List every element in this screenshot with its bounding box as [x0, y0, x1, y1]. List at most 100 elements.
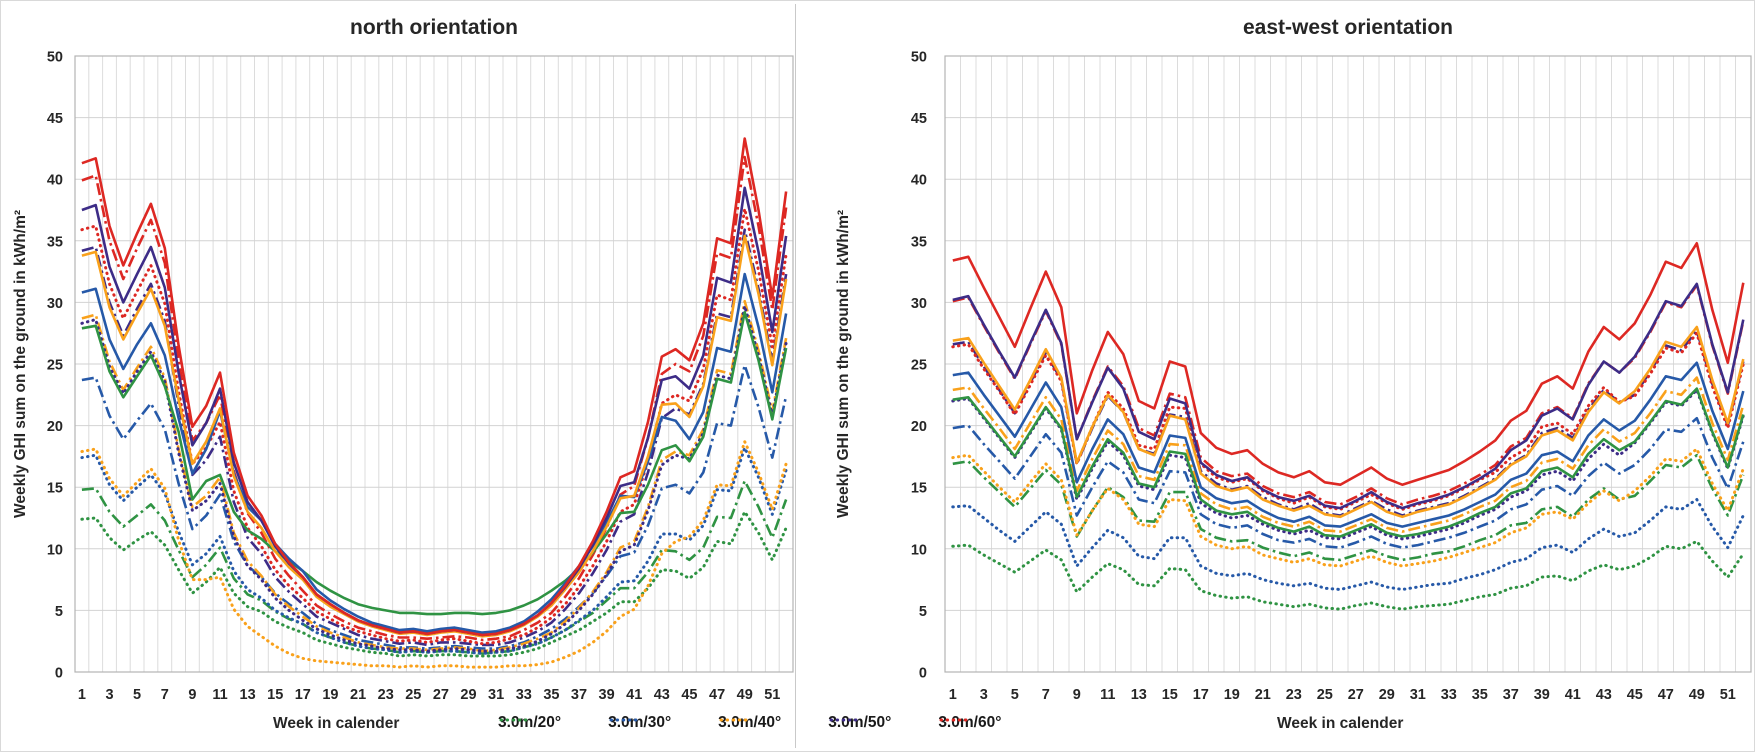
x-tick-label: 5 [133, 687, 141, 703]
y-tick-label: 45 [911, 111, 927, 127]
x-tick-label: 23 [378, 687, 394, 703]
x-tick-label: 9 [188, 687, 196, 703]
chart-title-east-west: east-west orientation [1243, 16, 1453, 39]
x-tick-label: 49 [1689, 687, 1705, 703]
north-orientation-chart: north orientation Weekly GHI sum on the … [12, 16, 794, 703]
x-tick-label: 5 [1011, 687, 1019, 703]
x-axis-title-north: Week in calender [273, 715, 400, 732]
legend-item-3-0m-30-: 3.0m/30° [608, 714, 671, 732]
series-line-solid-30deg [81, 272, 788, 634]
legend-label: 3.0m/60° [938, 714, 1002, 731]
y-tick-label: 15 [911, 481, 927, 497]
x-tick-label: 1 [78, 687, 86, 703]
legend-item-3-0m-20-: 3.0m/20° [498, 714, 561, 732]
series-line-dashdot-30deg [952, 416, 1745, 549]
y-tick-label: 50 [911, 50, 927, 66]
x-tick-label: 47 [1658, 687, 1674, 703]
series-line-dotted-50deg [951, 388, 1745, 541]
y-tick-label: 40 [47, 173, 63, 189]
y-tick-label: 20 [47, 419, 63, 435]
legend-swatch-dotted-line-icon [609, 718, 643, 722]
x-tick-label: 41 [1565, 687, 1581, 703]
x-tick-label: 21 [1255, 687, 1271, 703]
series-line-dashdot-20deg [952, 453, 1745, 562]
x-tick-label: 35 [1472, 687, 1488, 703]
series-line-solid-60deg [81, 137, 788, 637]
x-tick-label: 25 [1317, 687, 1333, 703]
y-tick-label: 5 [55, 604, 63, 620]
x-tick-label: 7 [161, 687, 169, 703]
x-axis-title-east-west: Week in calender [1277, 715, 1404, 732]
x-tick-label: 37 [1503, 687, 1519, 703]
series-line-solid-20deg [952, 387, 1745, 538]
x-tick-label: 13 [1131, 687, 1147, 703]
y-tick-label: 30 [911, 296, 927, 312]
east-west-orientation-chart: east-west orientation Weekly GHI sum on … [835, 16, 1752, 703]
legend-label: 3.0m/30° [608, 714, 672, 731]
x-tick-label: 27 [1348, 687, 1364, 703]
x-tick-label: 17 [1193, 687, 1209, 703]
x-tick-label: 15 [267, 687, 283, 703]
x-tick-label: 17 [295, 687, 311, 703]
series-line-solid-30deg [952, 361, 1745, 528]
y-axis-title-north: Weekly GHI sum on the ground in kWh/m² [12, 210, 29, 518]
legend-label: 3.0m/20° [498, 714, 562, 731]
x-tick-label: 43 [1596, 687, 1612, 703]
x-tick-label: 13 [240, 687, 256, 703]
series-line-dotted-20deg [951, 539, 1745, 611]
series-line-solid-20deg [81, 310, 788, 616]
legend-item-3-0m-50-: 3.0m/50° [828, 714, 891, 732]
legend-item-3-0m-40-: 3.0m/40° [718, 714, 781, 732]
x-tick-label: 3 [105, 687, 113, 703]
x-tick-label: 33 [516, 687, 532, 703]
y-tick-label: 5 [919, 604, 927, 620]
x-tick-label: 45 [681, 687, 697, 703]
legend-swatch-dotted-line-icon [939, 718, 973, 722]
series-line-dotted-40deg [951, 447, 1745, 568]
series-line-dotted-60deg [80, 207, 788, 646]
x-tick-label: 25 [405, 687, 421, 703]
x-tick-label: 51 [1720, 687, 1736, 703]
series-line-dashdot-50deg [81, 228, 788, 647]
x-tick-label: 51 [764, 687, 780, 703]
y-tick-label: 30 [47, 296, 63, 312]
x-tick-label: 15 [1162, 687, 1178, 703]
y-tick-label: 20 [911, 419, 927, 435]
x-tick-label: 39 [599, 687, 615, 703]
x-tick-label: 41 [626, 687, 642, 703]
x-tick-label: 21 [350, 687, 366, 703]
series-line-dotted-30deg [951, 498, 1745, 591]
series-line-dotted-50deg [80, 304, 788, 653]
x-tick-label: 1 [949, 687, 957, 703]
series-line-solid-40deg [952, 325, 1745, 519]
legend-swatch-dotted-line-icon [829, 718, 863, 722]
x-tick-label: 27 [433, 687, 449, 703]
series-line-dashdot-40deg [952, 376, 1745, 533]
y-tick-label: 50 [47, 50, 63, 66]
x-tick-label: 9 [1073, 687, 1081, 703]
panel-divider [795, 4, 796, 748]
y-axis-title-east-west: Weekly GHI sum on the ground in kWh/m² [835, 210, 852, 518]
plot-border [74, 55, 794, 673]
y-tick-label: 25 [911, 358, 927, 374]
x-tick-label: 45 [1627, 687, 1643, 703]
legend-label: 3.0m/40° [718, 714, 782, 731]
y-tick-label: 0 [55, 666, 63, 682]
series-line-solid-60deg [952, 242, 1745, 487]
chart-legend: 3.0m/20° 3.0m/30° 3.0m/40° 3.0m/50° 3.0m/60° [498, 714, 1001, 732]
x-tick-label: 11 [212, 687, 227, 703]
y-tick-label: 35 [47, 234, 63, 250]
x-tick-label: 33 [1441, 687, 1457, 703]
series-line-solid-50deg [952, 282, 1745, 510]
y-tick-label: 15 [47, 481, 63, 497]
x-tick-label: 43 [654, 687, 670, 703]
legend-swatch-dotted-line-icon [499, 718, 533, 722]
x-tick-label: 11 [1100, 687, 1115, 703]
y-tick-label: 35 [911, 234, 927, 250]
legend-item-3-0m-60-: 3.0m/60° [938, 714, 1001, 732]
x-tick-label: 19 [1224, 687, 1240, 703]
y-tick-label: 10 [911, 542, 927, 558]
x-tick-label: 31 [1410, 687, 1426, 703]
